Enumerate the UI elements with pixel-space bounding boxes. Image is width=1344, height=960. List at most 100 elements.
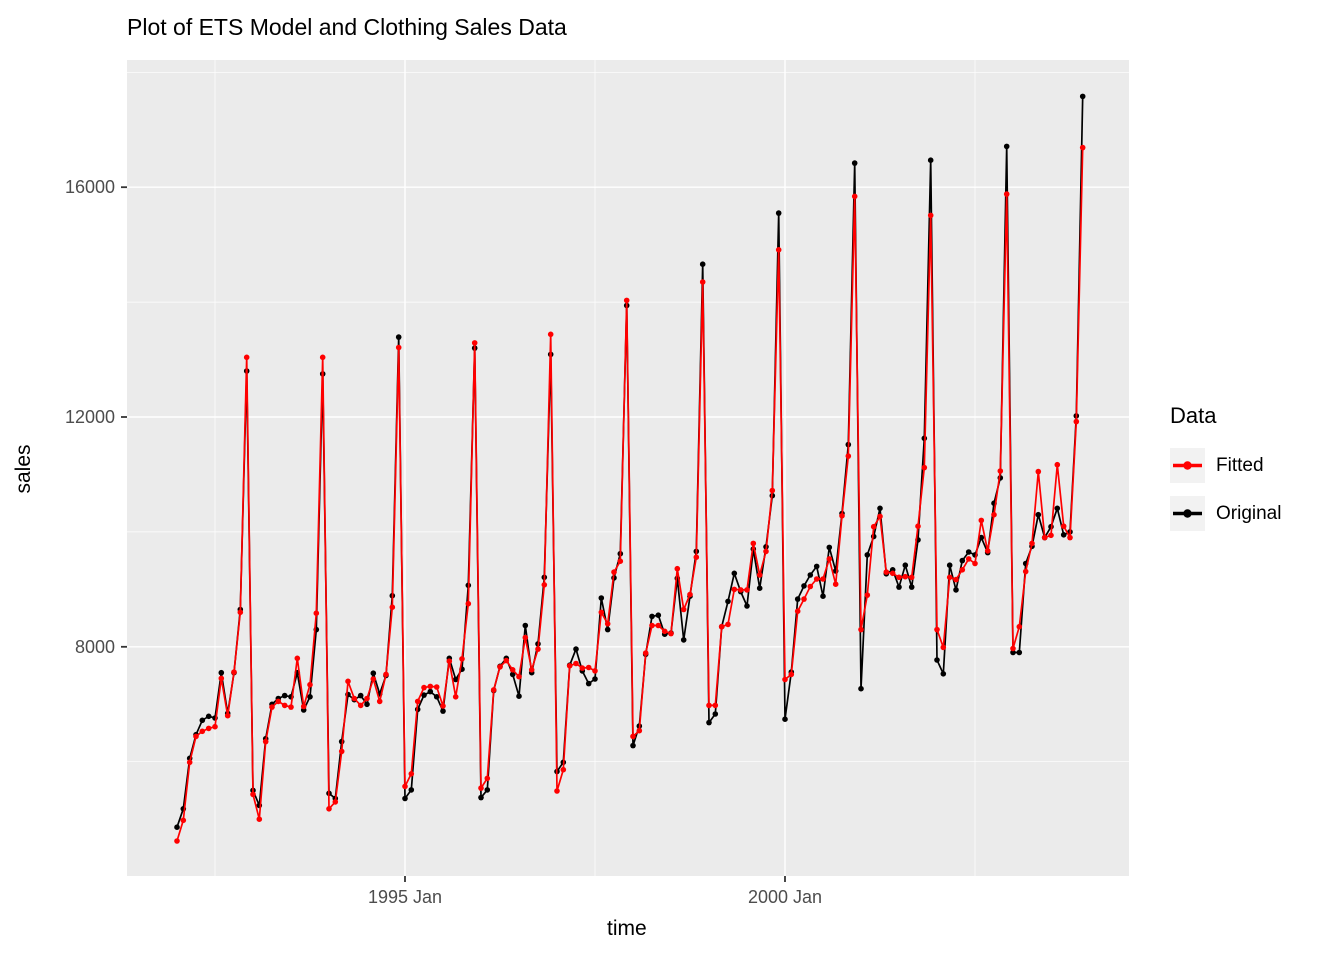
- data-point-fitted: [332, 799, 339, 805]
- data-point-original: [940, 671, 947, 677]
- data-point-fitted: [699, 279, 706, 285]
- data-point-fitted: [782, 676, 788, 683]
- data-point-original: [851, 160, 858, 166]
- data-point-fitted: [1029, 540, 1035, 547]
- data-point-fitted: [535, 646, 541, 652]
- data-point-original: [218, 669, 225, 676]
- data-point-fitted: [674, 565, 681, 572]
- data-point-fitted: [877, 513, 883, 520]
- data-point-fitted: [1054, 461, 1061, 468]
- data-point-fitted: [471, 340, 478, 346]
- data-point-fitted: [490, 687, 497, 693]
- data-point-fitted: [927, 212, 934, 219]
- data-point-original: [864, 552, 871, 558]
- data-point-fitted: [376, 698, 383, 705]
- data-point-fitted: [478, 785, 484, 791]
- data-point-fitted: [1010, 645, 1016, 652]
- data-point-fitted: [231, 669, 237, 675]
- data-point-fitted: [630, 733, 636, 740]
- data-point-fitted: [440, 703, 446, 709]
- data-point-fitted: [275, 698, 282, 705]
- data-point-original: [801, 583, 807, 589]
- data-point-fitted: [269, 704, 275, 710]
- data-point-original: [307, 694, 313, 700]
- data-point-fitted: [921, 464, 928, 471]
- data-point-original: [364, 701, 370, 708]
- data-point-original: [402, 795, 408, 802]
- data-point-original: [433, 694, 440, 700]
- data-point-original: [357, 692, 364, 699]
- data-point-fitted: [522, 634, 529, 641]
- data-point-original: [1060, 532, 1067, 538]
- data-point-fitted: [579, 665, 586, 671]
- data-point-fitted: [661, 628, 668, 635]
- data-point-original: [509, 671, 516, 678]
- data-point-fitted: [858, 626, 864, 633]
- data-point-original: [680, 637, 687, 643]
- data-point-fitted: [541, 582, 548, 588]
- data-point-fitted: [972, 560, 978, 567]
- data-point-fitted: [642, 650, 649, 656]
- data-point-original: [598, 595, 605, 601]
- data-point-fitted: [680, 606, 687, 613]
- data-point-original: [725, 598, 731, 605]
- data-point-original: [965, 549, 972, 555]
- data-point-fitted: [655, 622, 662, 629]
- legend-key-original: [1170, 496, 1205, 531]
- data-point-fitted: [509, 667, 516, 673]
- data-point-fitted: [1041, 534, 1048, 541]
- data-point-fitted: [984, 548, 991, 554]
- data-point-fitted: [364, 695, 370, 702]
- data-point-fitted: [623, 297, 630, 304]
- plot-panel: [127, 60, 1129, 876]
- data-point-original: [807, 572, 814, 578]
- data-point-fitted: [186, 759, 193, 766]
- data-point-fitted: [307, 681, 313, 688]
- original-key-glyph-icon: [1173, 509, 1202, 518]
- data-point-fitted: [731, 586, 738, 593]
- data-point-original: [775, 210, 782, 216]
- data-point-original: [934, 657, 940, 663]
- data-point-fitted: [288, 704, 294, 710]
- data-point-original: [946, 562, 953, 568]
- data-point-fitted: [870, 523, 877, 530]
- data-point-original: [199, 717, 206, 724]
- data-point-original: [370, 670, 377, 676]
- data-point-fitted: [1060, 523, 1067, 529]
- data-point-fitted: [851, 193, 858, 200]
- data-point-fitted: [224, 712, 231, 719]
- data-point-fitted: [839, 513, 845, 519]
- data-point-fitted: [370, 676, 377, 682]
- data-point-fitted: [845, 453, 852, 459]
- data-point-original: [826, 544, 833, 551]
- data-point-original: [756, 585, 763, 591]
- data-point-fitted: [262, 738, 269, 745]
- data-point-fitted: [756, 572, 763, 578]
- data-point-fitted: [1022, 568, 1029, 575]
- data-point-fitted: [281, 702, 288, 709]
- data-point-original: [1054, 505, 1061, 512]
- data-point-fitted: [801, 596, 807, 602]
- data-point-fitted: [1048, 532, 1054, 539]
- fitted-key-glyph-icon: [1173, 461, 1202, 470]
- data-point-fitted: [180, 817, 187, 824]
- data-point-fitted: [725, 621, 731, 628]
- data-point-fitted: [636, 727, 643, 734]
- data-point-fitted: [718, 623, 725, 630]
- data-point-original: [205, 713, 212, 720]
- y-tick-label-12000: 12000: [64, 407, 115, 427]
- data-point-original: [813, 563, 820, 570]
- data-point-original: [744, 603, 750, 609]
- data-point-fitted: [554, 788, 560, 794]
- data-point-fitted: [604, 621, 611, 627]
- data-point-fitted: [427, 683, 434, 690]
- data-point-original: [978, 534, 985, 541]
- data-point-fitted: [883, 569, 890, 575]
- data-point-fitted: [953, 576, 959, 583]
- data-point-original: [731, 570, 738, 577]
- data-point-fitted: [459, 656, 465, 662]
- data-point-fitted: [934, 626, 940, 633]
- data-point-fitted: [1035, 468, 1042, 475]
- data-point-original: [585, 680, 592, 687]
- data-point-original: [794, 596, 801, 602]
